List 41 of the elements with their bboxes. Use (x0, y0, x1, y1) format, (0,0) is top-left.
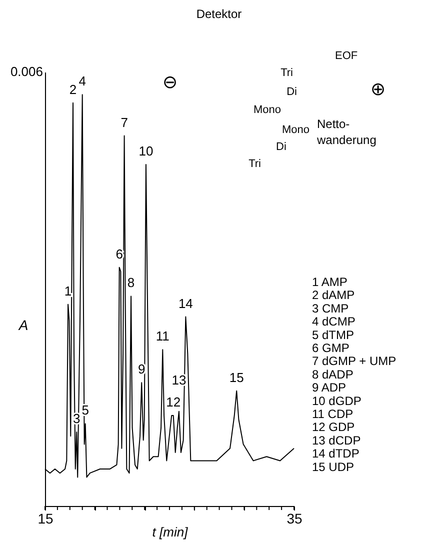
text: 13 dCDP (312, 433, 361, 448)
text: Detektor (196, 7, 242, 21)
annotation: Di (286, 86, 297, 98)
annotation: 4 (78, 74, 86, 89)
text: 15 UDP (312, 460, 354, 474)
annotation: Mono (282, 124, 310, 136)
text: Tri (280, 67, 293, 79)
annotation: 2 (69, 82, 77, 97)
annotation: 12 (166, 394, 181, 410)
annotation: 1 (64, 283, 72, 298)
text: 3 CMP (312, 301, 349, 316)
text: 2 dAMP (312, 288, 355, 302)
text: 5 dTMP (312, 328, 354, 342)
annotation: 11 (156, 328, 170, 344)
annotation: 15 (229, 370, 244, 385)
text: 14 dTDP (312, 446, 360, 461)
text: 12 GDP (312, 420, 355, 434)
annotation: 10 (138, 144, 154, 159)
text: 4 dCMP (312, 314, 356, 329)
x-tick-label: 35 (286, 510, 302, 526)
text: 6 GMP (312, 341, 350, 355)
text: 1 AMP (312, 275, 348, 289)
x-axis-title: t [min] (152, 524, 188, 540)
text: ⊖ (162, 72, 178, 92)
text: ⊕ (370, 79, 386, 99)
text: 7 dGMP + UMP (312, 354, 396, 368)
annotation: Mono (253, 104, 281, 116)
y-axis-title: A (18, 316, 28, 333)
text: 0.006 (10, 64, 43, 79)
text: 9 ADP (312, 380, 346, 395)
text: Netto- wanderung (316, 117, 376, 147)
annotation: Tri (248, 158, 261, 170)
text: 8 dADP (312, 367, 354, 382)
text: 11 CDP (312, 407, 354, 421)
annotation: 14 (178, 296, 193, 311)
annotation: 8 (127, 275, 135, 290)
annotation: Di (276, 141, 286, 153)
annotation: 7 (120, 114, 128, 130)
annotation: 6 (116, 246, 123, 262)
text: EOF (335, 50, 358, 62)
text: 10 dGDP (312, 394, 362, 408)
